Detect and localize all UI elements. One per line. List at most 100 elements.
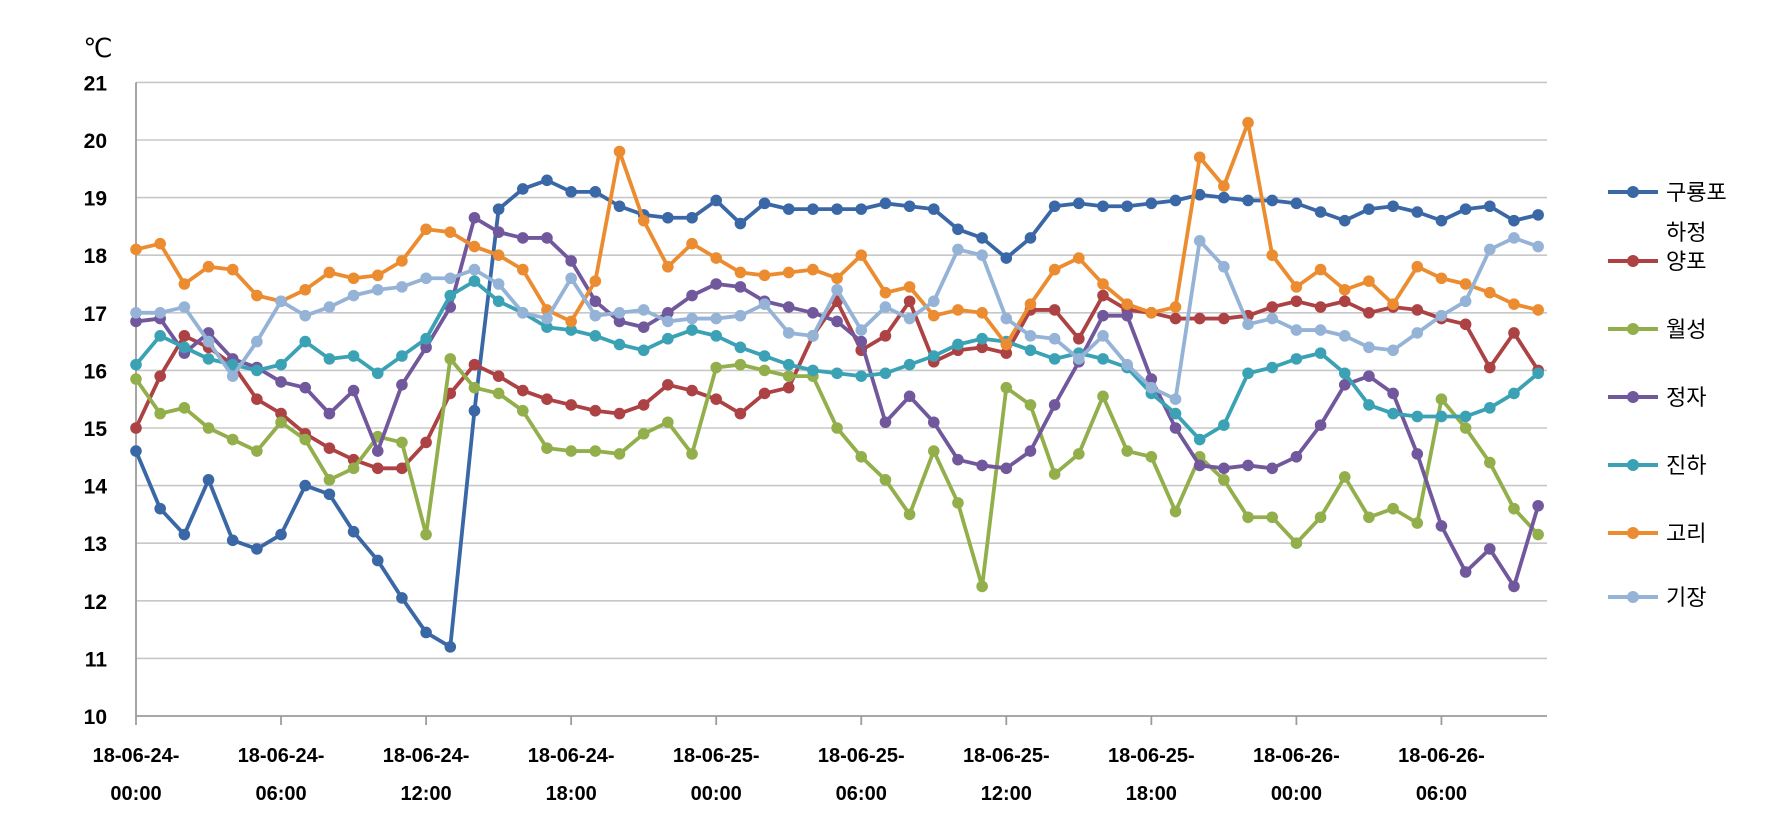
data-point [1387, 387, 1399, 400]
data-point [1508, 327, 1520, 339]
data-point [734, 266, 747, 279]
data-point [1097, 390, 1109, 403]
data-point [347, 384, 360, 397]
data-point [1266, 511, 1279, 524]
data-point [927, 309, 940, 322]
data-point [855, 324, 868, 336]
series-jeongja [130, 211, 1544, 593]
data-point [1459, 203, 1472, 215]
data-point [1387, 344, 1399, 357]
data-point [1532, 528, 1544, 541]
data-point [952, 243, 964, 256]
data-point [831, 283, 843, 296]
data-point [710, 278, 722, 290]
data-point [1218, 312, 1230, 325]
data-point [202, 335, 215, 348]
data-point [1073, 353, 1085, 365]
data-point [589, 404, 602, 417]
data-point [154, 407, 166, 420]
data-point [492, 295, 505, 308]
data-point [517, 232, 529, 244]
data-point [396, 255, 408, 267]
legend-label: 고리 [1666, 521, 1706, 546]
data-point [1000, 338, 1013, 351]
y-tick-label-14: 14 [84, 476, 108, 499]
data-series [130, 116, 1544, 653]
data-point [1266, 361, 1279, 374]
data-point [613, 407, 626, 420]
data-point [1000, 312, 1013, 325]
data-point [734, 407, 747, 420]
data-point [734, 217, 747, 230]
y-tick-label-18: 18 [84, 245, 108, 268]
data-point [952, 453, 964, 466]
data-point [1435, 410, 1448, 423]
y-axis-tick-labels: 21 20 19 18 17 16 15 14 13 12 11 10 [84, 72, 108, 729]
data-point [420, 332, 432, 345]
data-point [1338, 214, 1351, 227]
legend-point-marker [1627, 527, 1639, 539]
data-point [178, 341, 191, 354]
data-point [855, 370, 868, 382]
data-point [226, 263, 239, 276]
data-point [130, 307, 142, 319]
data-point [1314, 301, 1327, 313]
data-point [226, 433, 239, 446]
data-point [299, 283, 312, 296]
data-point [1193, 459, 1206, 472]
data-point [613, 200, 626, 213]
data-point [1073, 252, 1085, 264]
data-point [855, 335, 868, 348]
data-point [1338, 367, 1351, 380]
legend-item-jeongja: 정자 [1608, 385, 1706, 410]
y-tick-label-19: 19 [84, 188, 107, 211]
data-point [734, 341, 747, 354]
data-point [686, 237, 698, 250]
data-point [686, 289, 698, 302]
data-point [154, 370, 166, 382]
data-point [444, 272, 457, 285]
x-tick-label-time: 06:00 [836, 783, 887, 805]
data-point [879, 330, 892, 342]
x-tick-label-date: 18-06-26- [1253, 745, 1340, 767]
data-point [154, 237, 166, 250]
data-point [1314, 347, 1327, 359]
data-point [1363, 370, 1375, 382]
data-point [1508, 232, 1520, 244]
data-point [299, 381, 312, 394]
legend-label: 정자 [1666, 385, 1706, 410]
data-point [903, 312, 916, 325]
data-point [178, 301, 191, 313]
data-point [1024, 399, 1037, 411]
data-point [1024, 298, 1037, 310]
data-point [1145, 197, 1158, 210]
data-point [492, 203, 505, 215]
data-point [323, 474, 336, 486]
data-point [903, 200, 916, 213]
data-point [420, 436, 432, 449]
y-tick-label-13: 13 [84, 533, 107, 556]
x-tick-label-time: 00:00 [110, 783, 161, 805]
data-point [420, 341, 432, 354]
data-point [1169, 312, 1182, 325]
data-point [1266, 462, 1279, 475]
data-point [1363, 307, 1375, 319]
data-point [637, 304, 650, 316]
series-markers-guryongpo-hajeong [130, 174, 1544, 653]
data-point [1097, 353, 1109, 365]
data-point [1484, 456, 1496, 469]
data-point [637, 399, 650, 411]
data-point [347, 525, 360, 538]
data-point [1000, 347, 1013, 359]
data-point [1532, 240, 1544, 253]
data-point [782, 327, 795, 339]
data-point [1484, 286, 1496, 299]
data-point [686, 211, 698, 224]
data-point [927, 350, 940, 362]
data-point [758, 298, 771, 310]
data-point [347, 272, 360, 285]
data-point [1459, 566, 1472, 578]
data-point [1435, 393, 1448, 406]
x-tick-label-date: 18-06-24- [238, 745, 325, 767]
